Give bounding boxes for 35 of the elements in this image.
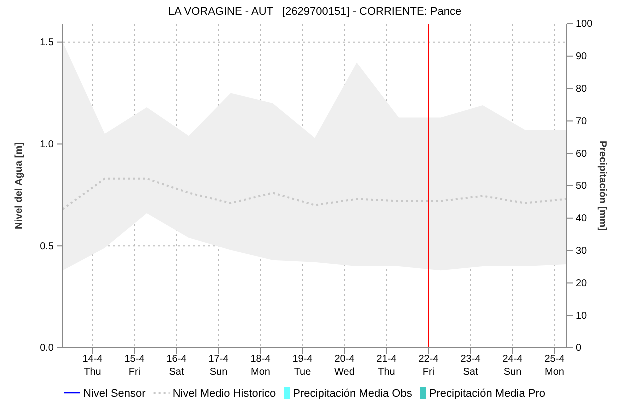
y-tick-label: 1.5 — [40, 38, 54, 49]
y2-tick-label: 90 — [576, 52, 588, 63]
x-tick-label: 21-4 Thu — [376, 354, 398, 378]
legend-label: Nivel Medio Historico — [172, 388, 276, 400]
x-tick-label: 20-4 Wed — [334, 354, 356, 378]
y2-tick-label: 80 — [576, 84, 588, 95]
x-tick-label: 24-4 Sun — [502, 354, 524, 378]
y2-tick-label: 40 — [576, 214, 588, 225]
legend-label: Nivel Sensor — [83, 388, 146, 400]
y-tick-label: 1.0 — [40, 139, 54, 150]
legend-label: Precipitación Media Obs — [293, 388, 413, 400]
line-series — [62, 178, 568, 210]
legend-label: Precipitación Media Pro — [429, 388, 546, 400]
x-tick-label: 14-4 Thu — [82, 354, 104, 378]
y2-tick-label: 60 — [576, 148, 588, 160]
x-tick-label: 23-4 Sat — [460, 354, 482, 378]
y2-axis-title: Precipitación [mm] — [597, 140, 608, 232]
y2-tick-label: 0 — [576, 343, 582, 354]
y2-tick-label: 30 — [576, 246, 588, 257]
y-axis-title: Nivel del Agua [m] — [14, 142, 25, 230]
y2-tick-label: 20 — [576, 278, 588, 290]
x-tick-label: 15-4 Fri — [124, 354, 146, 378]
chart-title: LA VORAGINE - AUT [2629700151] - CORRIENTE: Pance — [168, 6, 462, 18]
y2-tick-label: 50 — [576, 181, 588, 192]
x-tick-label: 18-4 Mon — [250, 354, 272, 378]
x-tick-label: 16-4 Sat — [166, 354, 188, 378]
y2-tick-label: 100 — [576, 19, 594, 30]
x-tick-label: 25-4 Mon — [544, 354, 566, 378]
x-tick-label: 17-4 Sun — [208, 354, 230, 378]
y2-tick-label: 70 — [576, 116, 588, 128]
y2-tick-label: 10 — [576, 310, 588, 322]
x-tick-label: 22-4 Fri — [418, 354, 440, 378]
y-tick-label: 0.0 — [40, 343, 54, 354]
y-tick-label: 0.5 — [40, 241, 54, 252]
x-tick-label: 19-4 Tue — [292, 354, 314, 378]
